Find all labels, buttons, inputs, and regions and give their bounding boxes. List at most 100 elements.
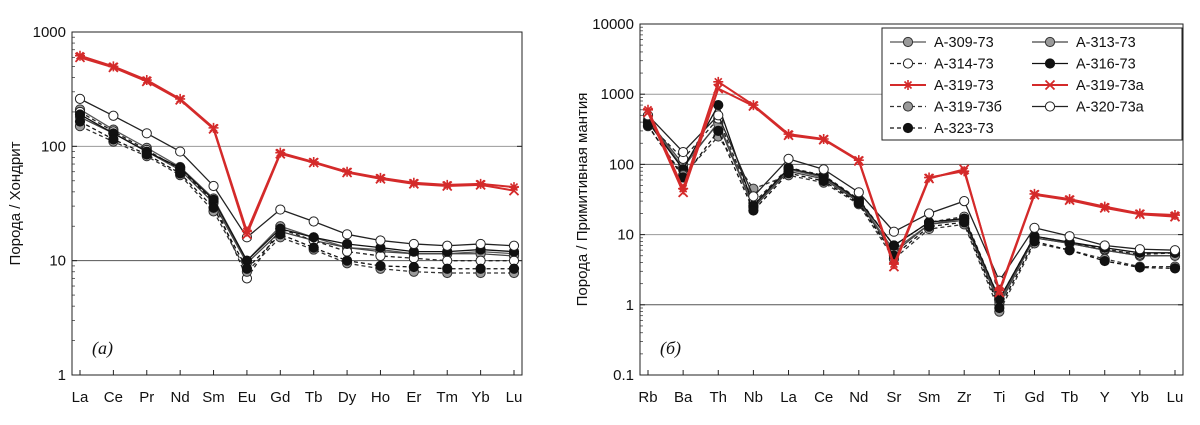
data-point [713,76,724,87]
legend-entry: A-314-73 [890,57,994,73]
legend-label: A-309-73 [934,35,994,51]
y-tick-label: 1000 [33,24,66,41]
data-point [475,263,486,274]
data-point [1099,255,1110,267]
x-tick-label: Th [710,389,728,406]
x-tick-label: Tm [436,389,458,406]
y-tick-label: 1 [58,367,66,384]
x-tick-label: Yb [1131,389,1149,406]
data-point [1134,209,1146,220]
data-point [1169,245,1181,256]
x-tick-label: Ce [104,389,123,406]
x-tick-label: Eu [238,389,256,406]
data-point [1134,262,1145,273]
data-point [678,183,689,194]
series-line [79,98,515,247]
data-point [853,198,864,209]
legend-entry: A-309-73 [890,35,994,51]
chart-panel-b: 0.1 1 10 100 1000 10000 Rb Ba Th Nb La Ce Nd Sr Sm Zr Ti… [574,16,1184,406]
series-A-319-73a [74,52,520,240]
data-point [1064,231,1075,242]
legend-entry: A-319-73б [890,100,1002,116]
data-point [748,100,759,112]
data-point [275,204,286,215]
data-point [959,164,970,175]
x-tick-label: Dy [338,389,357,406]
data-point [1044,79,1056,91]
data-point [442,263,453,274]
data-point [509,182,519,193]
legend-entry: A-319-73a [1032,78,1145,94]
data-point [1029,236,1040,247]
chart-panel-a: 1 10 100 1000 La Ce Pr Nd Sm Eu Gd Tb Dy Ho Er Tm Yb Lu По… [7,24,523,406]
x-tick-label: Er [406,389,421,406]
x-tick-label: Rb [638,389,657,406]
data-point [108,110,119,121]
x-tick-label: Sr [886,389,901,406]
data-point [341,167,353,178]
data-point [783,130,794,141]
data-point [175,94,186,105]
data-point [1099,240,1110,251]
x-tick-label: Gd [1024,389,1044,406]
data-point [108,134,119,145]
data-point [208,202,219,213]
data-point [959,217,970,228]
x-tick-label: Tb [1061,389,1079,406]
data-point [74,93,86,104]
data-point [408,238,419,250]
data-point [408,178,419,189]
legend-entry: A-320-73a [1032,100,1145,116]
data-point [1169,263,1181,274]
data-point [208,180,219,192]
data-point [1029,189,1040,200]
data-point [959,196,970,207]
data-point [643,104,653,115]
data-point [375,235,386,246]
legend-label: A-319-73 [934,78,994,94]
data-point [1099,202,1110,214]
data-point [853,155,864,167]
data-point [818,175,829,187]
data-point [1064,245,1075,256]
x-tick-label: Ho [371,389,390,406]
data-point [375,260,386,271]
data-point [275,229,286,240]
data-point [1044,58,1056,69]
data-point [818,134,829,145]
data-point [108,62,119,73]
plot-frame [639,23,1184,376]
series-line [647,87,1176,296]
legend-label: A-319-73a [1076,78,1145,94]
data-point [341,255,353,266]
x-tick-label: Nb [744,389,763,406]
data-point [175,146,186,157]
series-A-323-73 [74,116,520,274]
data-point [1029,222,1040,233]
data-point [175,168,186,179]
data-point [1170,210,1180,221]
x-tick-label: Pr [139,389,154,406]
data-point [75,50,85,61]
legend-entry: A-319-73 [890,78,994,94]
x-tick-label: Ti [993,389,1005,406]
series-line [647,120,1175,304]
data-point [923,173,935,184]
data-point [678,146,689,158]
legend: A-309-73 A-313-73 A-314-73 A-316-73 A-319-73… [881,27,1183,141]
x-tick-label: Zr [957,389,971,406]
legend-label: A-316-73 [1076,57,1136,73]
data-point [888,226,900,237]
legend-entry: A-313-73 [1032,35,1136,51]
x-tick-label: La [780,389,797,406]
x-tick-label: Nd [171,389,190,406]
data-point [1044,36,1056,48]
data-point [713,83,724,94]
series-line [647,125,1175,314]
data-point [74,52,86,63]
data-point [713,99,724,111]
y-axis-label: Порода / Примитивная мантия [574,93,591,307]
series-line [79,56,515,238]
data-point [888,261,900,272]
